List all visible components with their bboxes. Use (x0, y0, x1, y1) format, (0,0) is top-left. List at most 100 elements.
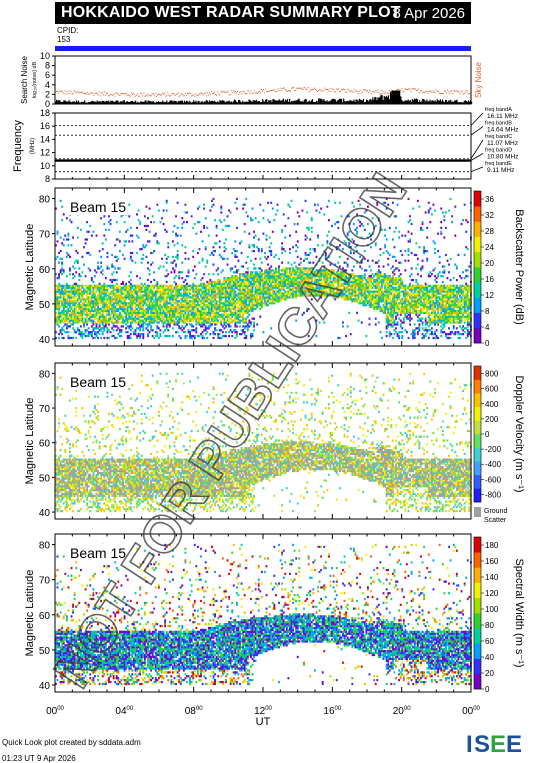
heatmap-cell (310, 277, 313, 280)
heatmap-cell (340, 290, 343, 293)
heatmap-cell (111, 294, 114, 297)
heatmap-cell (64, 296, 67, 299)
heatmap-cell (76, 329, 79, 332)
heatmap-cell (304, 277, 307, 280)
heatmap-cell (217, 307, 220, 311)
heatmap-cell (289, 269, 291, 272)
heatmap-cell (200, 333, 202, 336)
search-noise-bar (301, 101, 303, 104)
heatmap-cell (278, 267, 280, 270)
heatmap-cell (328, 219, 330, 222)
heatmap-cell (136, 309, 138, 313)
heatmap-cell (217, 313, 220, 316)
heatmap-cell (100, 261, 103, 264)
heatmap-cell (133, 296, 135, 299)
heatmap-cell (293, 273, 296, 276)
heatmap-cell (120, 290, 123, 293)
heatmap-cell (109, 219, 112, 222)
search-noise-bar (360, 99, 362, 104)
heatmap-cell (254, 300, 257, 303)
heatmap-cell (209, 209, 212, 212)
heatmap-cell (234, 317, 237, 320)
heatmap-cell (340, 278, 343, 282)
heatmap-cell (161, 217, 163, 220)
heatmap-cell (321, 261, 324, 264)
heatmap-cell (106, 284, 109, 287)
search-noise-bar (296, 100, 298, 104)
sky-noise-point (456, 90, 458, 92)
heatmap-cell (310, 288, 313, 291)
heatmap-cell (231, 277, 234, 280)
heatmap-cell (117, 333, 120, 336)
heatmap-cell (186, 305, 188, 309)
heatmap-cell (270, 292, 273, 295)
heatmap-cell (59, 286, 62, 289)
heatmap-cell (242, 300, 245, 303)
heatmap-cell (253, 280, 255, 284)
heatmap-cell (83, 333, 85, 336)
heatmap-cell (156, 325, 159, 328)
heatmap-cell (206, 226, 209, 230)
heatmap-cell (245, 271, 248, 274)
heatmap-cell (259, 203, 262, 206)
heatmap-cell (207, 325, 210, 328)
heatmap-cell (153, 307, 156, 311)
heatmap-cell (87, 230, 90, 233)
search-noise-bar (437, 100, 439, 104)
heatmap-cell (97, 300, 99, 303)
sky-noise-point (453, 89, 455, 91)
heatmap-cell (118, 288, 121, 291)
heatmap-cell (310, 275, 313, 278)
heatmap-cell (178, 327, 181, 330)
sky-noise-point (335, 88, 337, 90)
heatmap-cell (298, 282, 301, 286)
heatmap-cell (162, 317, 165, 320)
heatmap-cell (140, 282, 143, 286)
heatmap-cell (192, 319, 195, 322)
heatmap-cell (251, 300, 254, 303)
heatmap-cell (264, 251, 266, 255)
heatmap-cell (137, 284, 140, 287)
sky-noise-point (124, 93, 126, 95)
search-noise-bar (101, 101, 103, 104)
heatmap-cell (215, 321, 218, 324)
heatmap-cell (154, 300, 157, 303)
heatmap-cell (90, 277, 93, 280)
heatmap-cell (59, 329, 62, 332)
heatmap-cell (231, 275, 234, 278)
heatmap-cell (115, 315, 118, 318)
heatmap-cell (256, 294, 259, 297)
heatmap-cell (239, 277, 241, 280)
heatmap-cell (298, 286, 301, 289)
heatmap-cell (200, 311, 202, 314)
heatmap-cell (112, 307, 115, 311)
heatmap-cell (62, 317, 65, 320)
sky-noise-point (285, 90, 287, 92)
heatmap-cell (145, 309, 148, 313)
heatmap-cell (59, 290, 62, 293)
heatmap-cell (274, 275, 277, 278)
heatmap-cell (106, 288, 109, 291)
heatmap-cell (320, 273, 323, 276)
heatmap-cell (173, 294, 176, 297)
heatmap-cell (114, 294, 117, 297)
heatmap-cell (178, 325, 181, 328)
heatmap-cell (131, 234, 134, 237)
heatmap-cell (61, 329, 64, 332)
heatmap-cell (81, 321, 84, 324)
heatmap-cell (162, 307, 165, 311)
heatmap-cell (310, 284, 313, 287)
noise-ytick-label: 10 (40, 51, 50, 61)
heatmap-cell (237, 296, 240, 299)
heatmap-cell (61, 311, 64, 314)
heatmap-cell (200, 300, 202, 303)
heatmap-cell (276, 269, 279, 272)
heatmap-cell (65, 311, 68, 314)
heatmap-cell (318, 284, 321, 287)
sky-noise-point (216, 94, 218, 96)
sky-noise-point (442, 93, 444, 95)
heatmap-cell (86, 329, 89, 332)
search-noise-bar (381, 95, 383, 104)
heatmap-cell (246, 309, 249, 313)
heatmap-cell (307, 278, 310, 282)
